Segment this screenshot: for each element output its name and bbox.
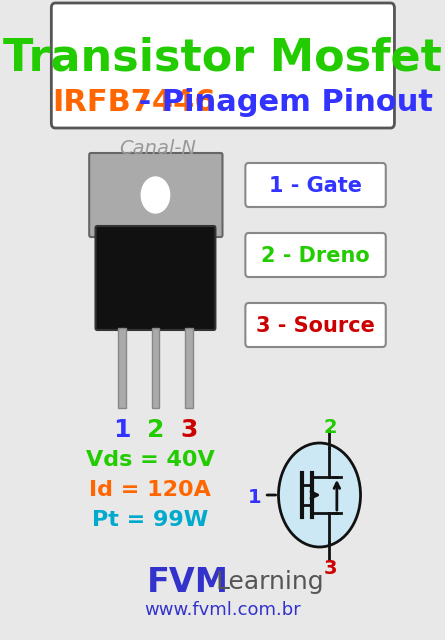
Text: Transistor Mosfet: Transistor Mosfet — [3, 36, 442, 79]
FancyBboxPatch shape — [245, 233, 386, 277]
Text: 1 - Gate: 1 - Gate — [269, 176, 362, 196]
Text: 3: 3 — [180, 418, 197, 442]
Text: 1: 1 — [247, 488, 261, 506]
Text: - Pinagem Pinout: - Pinagem Pinout — [128, 88, 433, 116]
Text: FVM: FVM — [147, 566, 229, 598]
FancyBboxPatch shape — [96, 226, 215, 330]
Text: 3: 3 — [324, 559, 337, 579]
Text: Learning: Learning — [215, 570, 324, 594]
Text: Vds = 40V: Vds = 40V — [85, 450, 214, 470]
Text: www.fvml.com.br: www.fvml.com.br — [144, 601, 301, 619]
Text: Canal-N: Canal-N — [119, 138, 196, 157]
FancyBboxPatch shape — [245, 303, 386, 347]
Bar — [185, 328, 193, 408]
FancyBboxPatch shape — [245, 163, 386, 207]
Text: 2: 2 — [324, 417, 337, 436]
FancyBboxPatch shape — [89, 153, 222, 237]
Text: IRFB7446: IRFB7446 — [53, 88, 216, 116]
Ellipse shape — [279, 443, 360, 547]
Text: Pt = 99W: Pt = 99W — [92, 510, 208, 530]
Text: 2 - Dreno: 2 - Dreno — [261, 246, 370, 266]
Circle shape — [141, 177, 170, 213]
Text: 3 - Source: 3 - Source — [256, 316, 375, 336]
Text: Id = 120A: Id = 120A — [89, 480, 211, 500]
Text: 2: 2 — [147, 418, 164, 442]
Text: 1: 1 — [113, 418, 131, 442]
Bar — [151, 328, 159, 408]
FancyBboxPatch shape — [51, 3, 394, 128]
Bar — [118, 328, 126, 408]
